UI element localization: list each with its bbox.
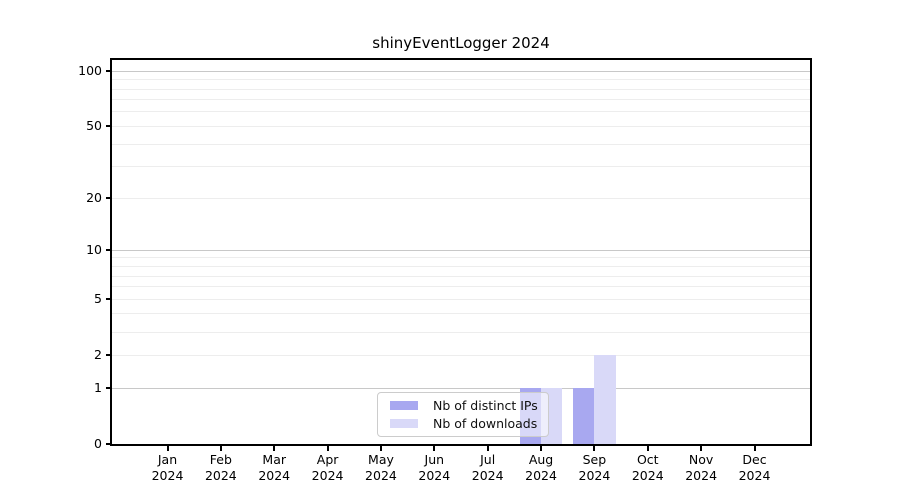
x-tick-label: Dec 2024 [738,452,771,483]
x-tick [166,446,169,451]
legend-item-distinct-ips: Nb of distinct IPs [386,396,540,415]
legend-item-downloads: Nb of downloads [386,415,540,434]
axes-border [110,58,812,446]
y-tick-label: 1 [94,380,102,395]
x-tick-label: Aug 2024 [525,452,557,483]
x-tick-label: Jan 2024 [151,452,184,483]
x-tick [646,446,649,451]
x-tick [700,446,703,451]
x-tick [379,446,382,451]
x-tick-label: Nov 2024 [685,452,718,483]
x-tick [593,446,596,451]
x-tick-label: Apr 2024 [311,452,344,483]
y-tick-label: 10 [86,242,102,258]
y-tick-label: 0 [94,436,102,451]
x-tick-label: Mar 2024 [258,452,291,483]
x-tick-label: Feb 2024 [204,452,237,483]
x-tick [540,446,543,451]
y-tick-label: 100 [78,63,102,79]
legend-label-distinct-ips: Nb of distinct IPs [433,397,538,413]
x-tick [486,446,489,451]
x-tick [326,446,329,451]
x-tick-label: Oct 2024 [631,452,664,483]
legend-swatch-downloads [390,419,418,429]
legend: Nb of distinct IPs Nb of downloads [377,392,549,437]
x-tick-label: May 2024 [365,452,397,483]
legend-swatch-distinct-ips [390,400,418,410]
legend-label-downloads: Nb of downloads [433,416,538,432]
y-tick-label: 2 [94,347,102,363]
y-tick-label: 5 [94,291,102,307]
x-tick-label: Jun 2024 [418,452,451,483]
chart-title: shinyEventLogger 2024 [372,34,550,52]
y-tick-label: 20 [86,190,102,206]
x-tick-label: Sep 2024 [578,452,611,483]
x-tick [753,446,756,451]
x-tick [433,446,436,451]
x-tick [219,446,222,451]
x-tick [273,446,276,451]
y-tick-label: 50 [86,118,102,134]
x-tick-label: Jul 2024 [471,452,504,483]
